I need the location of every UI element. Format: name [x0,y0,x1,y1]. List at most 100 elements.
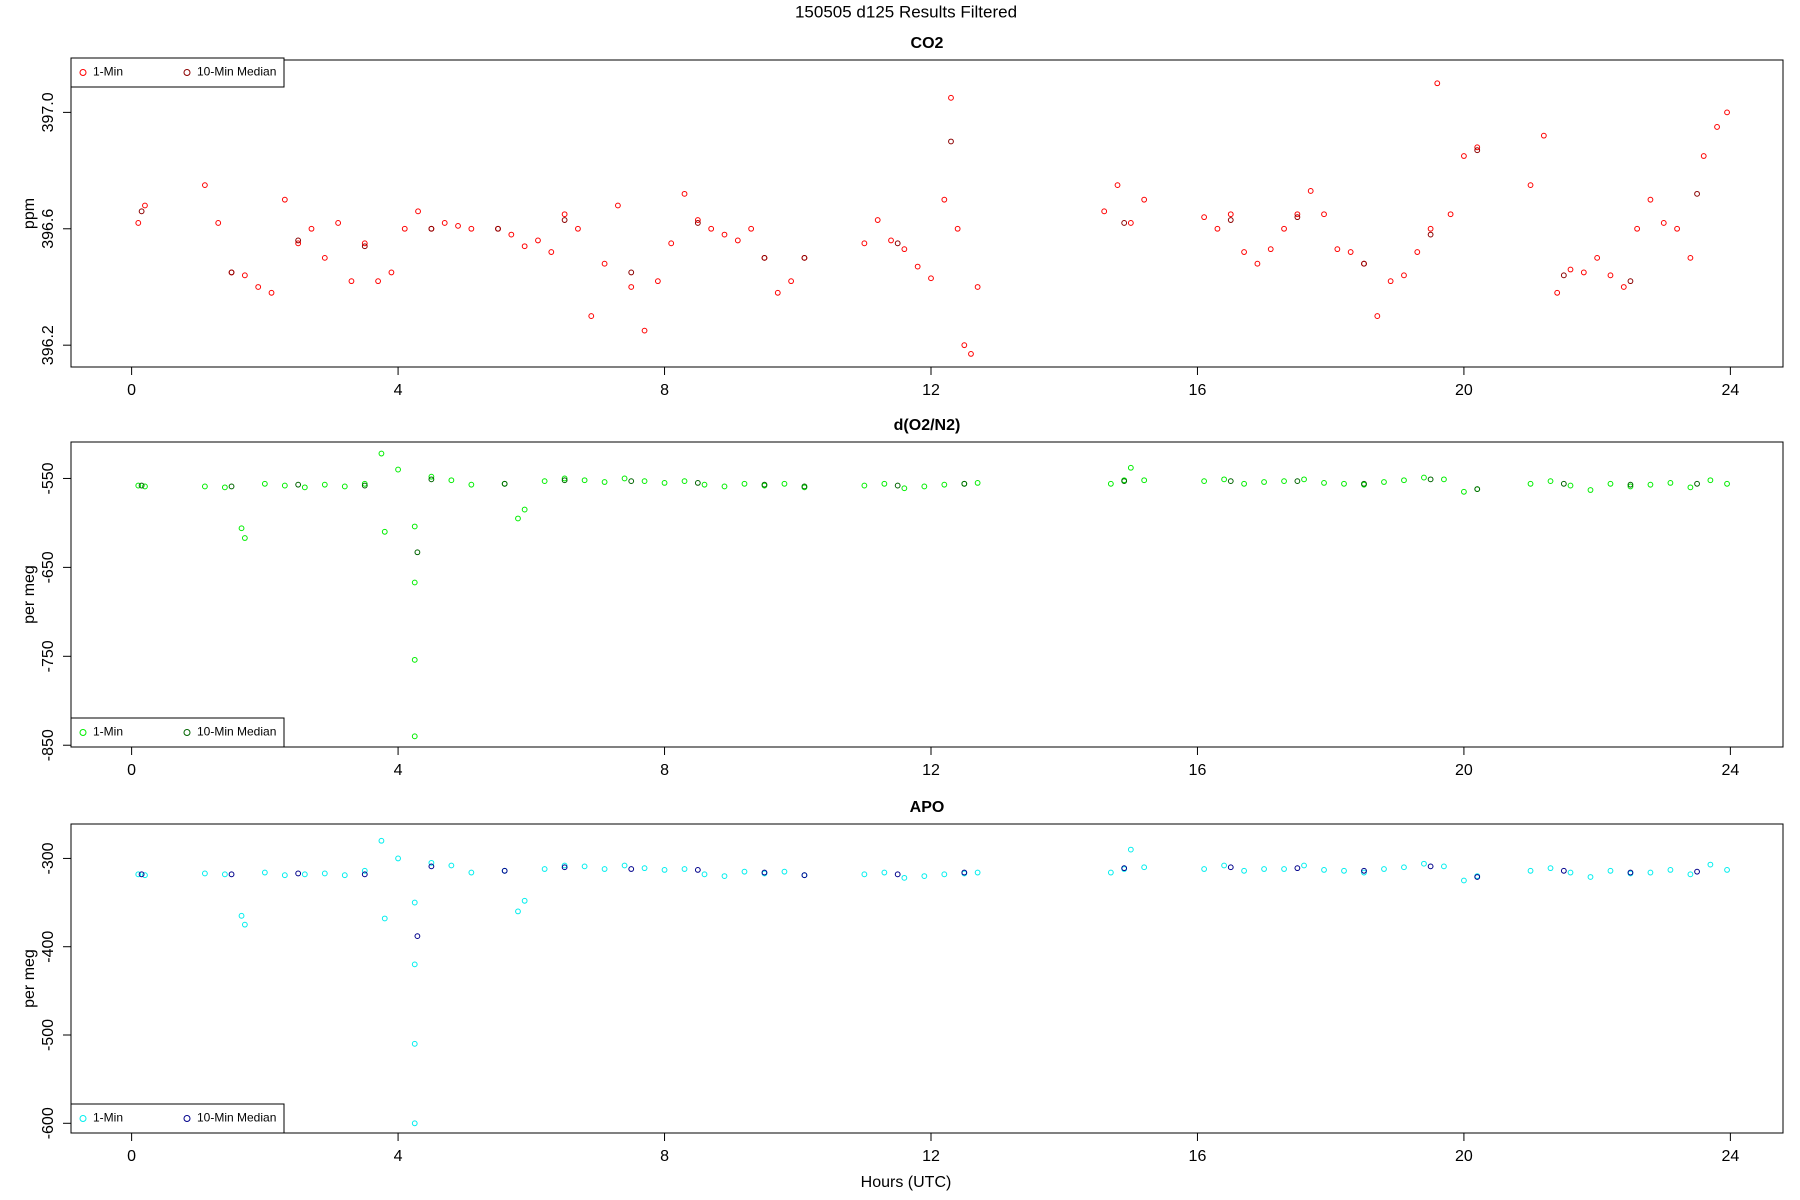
point [561,211,568,218]
point [1587,487,1594,493]
point [441,220,448,226]
point [295,240,302,247]
point [411,656,418,663]
point [601,866,608,872]
point [535,237,541,244]
point [1121,865,1128,872]
point [781,868,788,875]
point [361,867,368,874]
point [1201,866,1208,872]
point [1221,862,1228,869]
point [694,220,701,226]
point [694,867,701,873]
point [601,260,608,267]
point [1527,867,1534,874]
legend-label: 10-Min Median [197,65,276,79]
plot-frame [70,59,1784,368]
point [1334,246,1341,253]
point [142,872,148,879]
point [948,138,954,145]
y-tick-label: -750 [40,640,57,672]
point [734,237,741,244]
point [1634,225,1641,232]
point [1107,869,1114,876]
point [508,231,515,238]
point [1427,225,1434,232]
point [694,480,701,486]
point [708,225,715,232]
plot-frame [70,441,1784,748]
point [378,837,385,844]
point [228,483,235,490]
point [1401,272,1407,279]
point [1141,477,1148,484]
legend-label: 1-Min [93,65,123,79]
point [681,190,688,197]
x-tick-label: 4 [394,1148,403,1165]
point [1627,278,1634,285]
point [428,225,435,232]
point [521,506,528,513]
point [901,485,908,492]
point [628,478,635,485]
point [1607,272,1614,279]
point [361,482,368,489]
y-tick-label: -850 [40,729,57,761]
point [321,254,328,261]
point [961,480,968,487]
point [448,862,455,869]
point [1321,211,1327,218]
point [468,225,475,232]
point [1281,225,1287,232]
point [395,466,401,473]
point [428,476,435,483]
plot-frame [70,823,1784,1134]
point [301,484,308,491]
point [321,870,328,877]
point [721,873,728,879]
point [801,872,808,879]
point [201,870,208,877]
point [548,249,555,255]
point [894,482,901,489]
point [295,237,302,244]
point [1547,865,1554,872]
point [1667,867,1674,873]
point [681,866,688,872]
point [661,867,668,873]
point [1361,867,1367,874]
point [1361,869,1367,876]
x-tick-label: 12 [922,1148,940,1165]
point [1474,144,1481,151]
x-tick-label: 4 [394,762,403,779]
point [428,859,435,866]
point [948,94,954,101]
point [901,874,908,881]
panel-title: APO [910,799,945,816]
point [1441,863,1447,870]
point [561,477,568,484]
y-tick-label: -650 [40,551,57,583]
y-tick-label: -550 [40,462,57,494]
point [968,351,974,357]
point [1401,864,1407,871]
point [1401,477,1407,484]
point [1687,871,1694,878]
point [1707,477,1714,484]
point [921,483,928,490]
point [741,868,748,875]
point [1347,249,1354,255]
panel-title: d(O2/N2) [894,417,961,434]
point [411,899,418,906]
series [138,476,1700,556]
point [1421,860,1427,867]
y-tick-label: -600 [40,1107,57,1139]
x-tick-label: 24 [1721,762,1739,779]
point [914,263,921,270]
point [888,237,894,244]
point [361,240,368,247]
point [748,225,755,232]
point [411,1040,418,1047]
point [238,912,245,919]
point [701,481,708,488]
